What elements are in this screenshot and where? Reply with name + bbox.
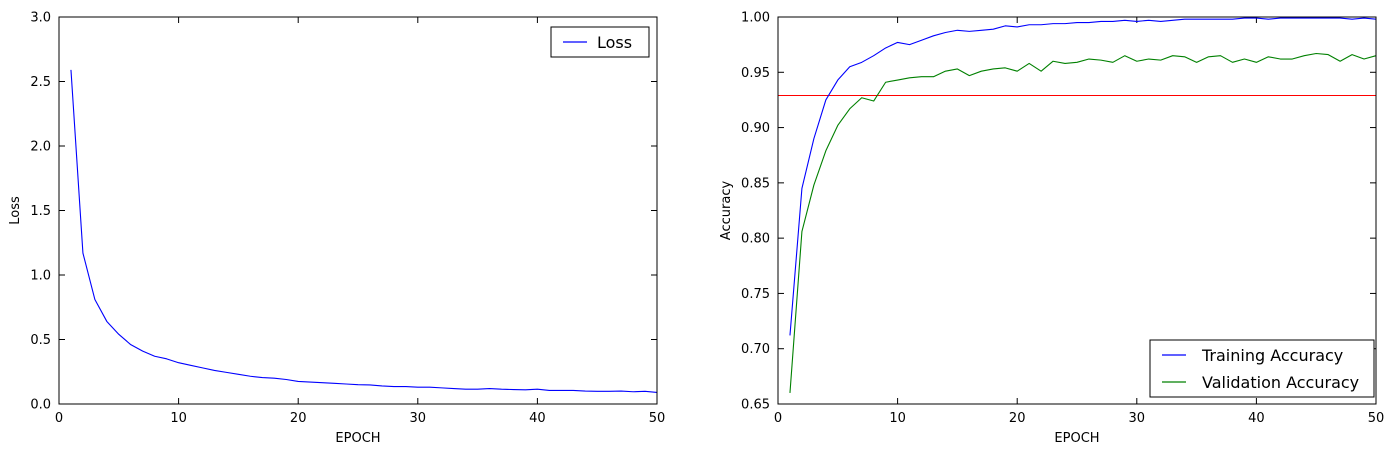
y-tick-label: 0.5 <box>30 333 51 348</box>
x-tick-label: 20 <box>1009 411 1026 426</box>
x-tick-label: 50 <box>649 411 666 426</box>
loss-chart-tick-labels: 0 10 20 30 40 50 0.0 0.5 1.0 1.5 2.0 2.5 3.0 <box>30 11 665 427</box>
accuracy-x-axis-label: EPOCH <box>1054 431 1099 446</box>
y-tick-label: 0.80 <box>741 232 770 247</box>
loss-chart: 0 10 20 30 40 50 0.0 0.5 1.0 1.5 2.0 2.5 3.0 EPOCH L… <box>8 11 665 447</box>
legend-label: Training Accuracy <box>1201 346 1343 365</box>
x-tick-label: 40 <box>1248 411 1265 426</box>
y-tick-label: 0.90 <box>741 121 770 136</box>
series-line-validation-accuracy <box>789 52 1377 393</box>
y-tick-label: 0.95 <box>741 66 770 81</box>
accuracy-legend: Training Accuracy Validation Accuracy <box>1149 339 1375 398</box>
y-tick-label: 0.70 <box>741 342 770 357</box>
x-tick-label: 0 <box>774 411 782 426</box>
accuracy-chart-lines <box>778 17 1377 393</box>
y-tick-label: 0.75 <box>741 287 770 302</box>
loss-legend: Loss <box>550 26 650 58</box>
series-line-loss <box>70 69 658 393</box>
y-tick-label: 0.85 <box>741 176 770 191</box>
x-tick-label: 10 <box>170 411 187 426</box>
loss-chart-frame <box>58 16 658 405</box>
x-tick-label: 30 <box>1129 411 1146 426</box>
accuracy-y-axis-label: Accuracy <box>719 181 734 241</box>
series-line-training-accuracy <box>789 17 1377 336</box>
accuracy-chart: 0 10 20 30 40 50 0.65 0.70 0.75 0.80 0.85 0.90 0.95 1… <box>719 11 1384 447</box>
loss-chart-ticks <box>58 16 658 405</box>
x-tick-label: 50 <box>1368 411 1385 426</box>
loss-chart-lines <box>70 69 658 393</box>
x-tick-label: 20 <box>290 411 307 426</box>
legend-label: Validation Accuracy <box>1202 373 1359 392</box>
y-tick-label: 3.0 <box>30 11 51 26</box>
y-tick-label: 2.5 <box>30 75 51 90</box>
loss-x-axis-label: EPOCH <box>335 431 380 446</box>
y-tick-label: 1.5 <box>30 204 51 219</box>
y-tick-label: 1.00 <box>741 11 770 26</box>
y-tick-label: 0.65 <box>741 398 770 413</box>
y-tick-label: 0.0 <box>30 398 51 413</box>
accuracy-chart-frame <box>777 16 1377 405</box>
accuracy-chart-tick-labels: 0 10 20 30 40 50 0.65 0.70 0.75 0.80 0.85 0.90 0.95 1… <box>741 11 1384 427</box>
y-tick-label: 2.0 <box>30 140 51 155</box>
legend-box <box>1149 339 1375 398</box>
y-tick-label: 1.0 <box>30 269 51 284</box>
x-tick-label: 0 <box>55 411 63 426</box>
x-tick-label: 10 <box>889 411 906 426</box>
x-tick-label: 40 <box>529 411 546 426</box>
x-tick-label: 30 <box>410 411 427 426</box>
loss-y-axis-label: Loss <box>8 196 23 225</box>
legend-label: Loss <box>597 33 632 52</box>
